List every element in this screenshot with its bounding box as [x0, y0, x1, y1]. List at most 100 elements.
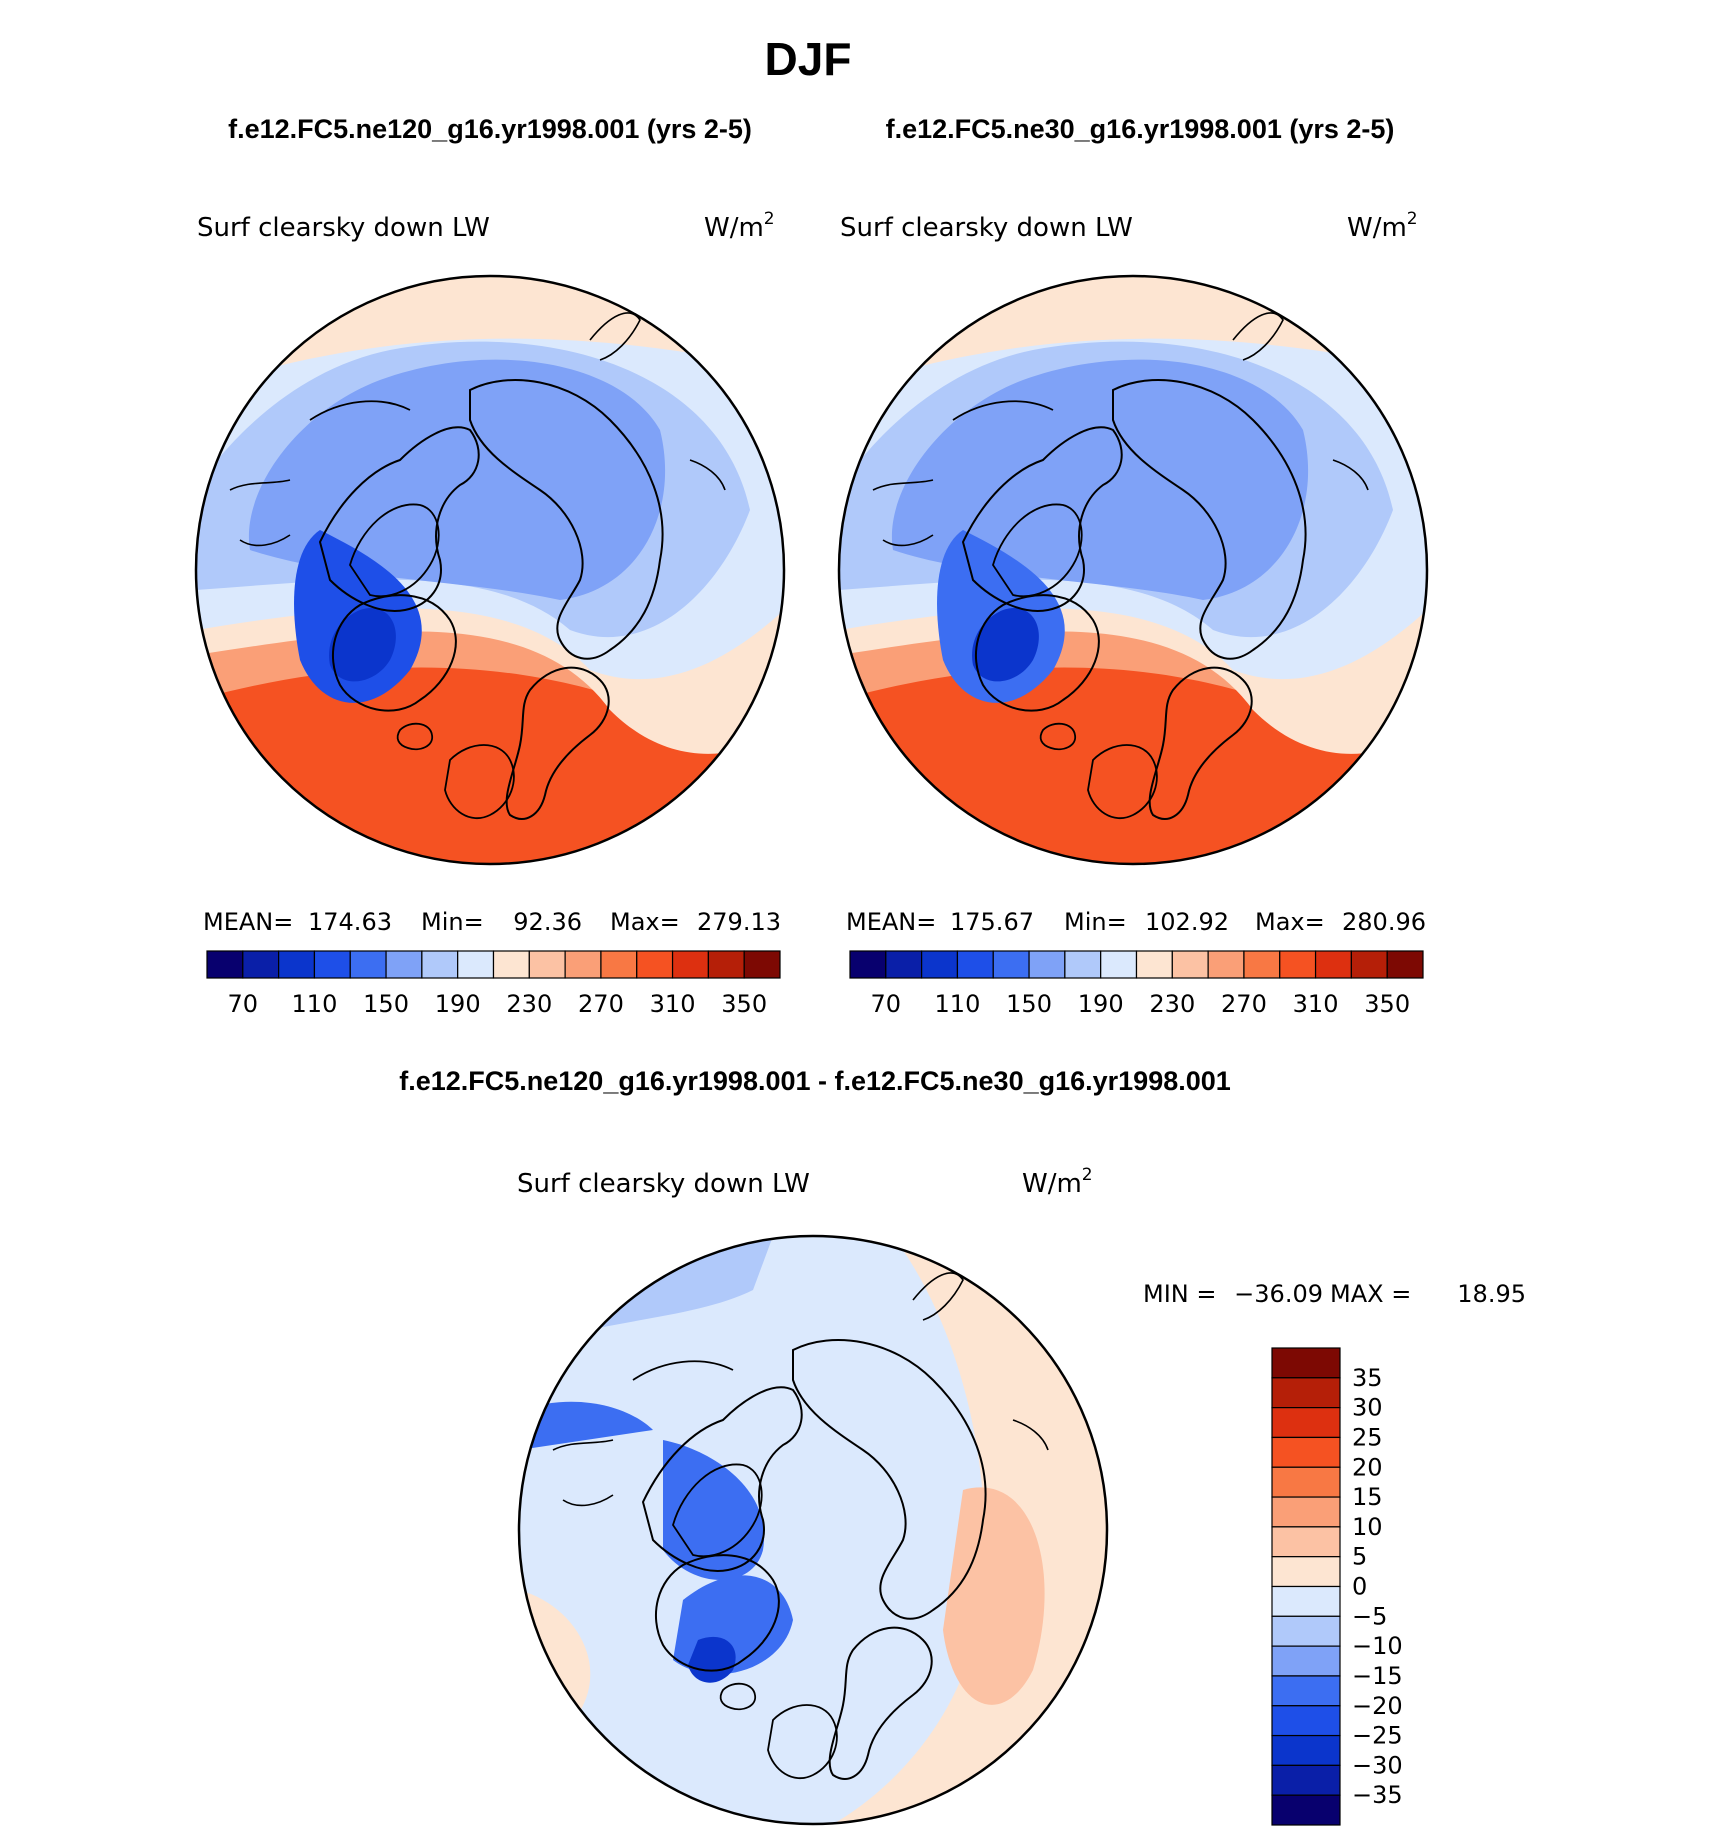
colorbar-tick-label: 110 [935, 990, 981, 1018]
colorbar-cell [1271, 1496, 1341, 1528]
colorbar-cell [921, 950, 959, 979]
colorbar-cell [1243, 950, 1281, 979]
colorbar-tick-label: 30 [1352, 1394, 1383, 1422]
colorbar-cell [1271, 1675, 1341, 1707]
colorbar-cell [1271, 1436, 1341, 1468]
colorbar-tick-label: 350 [721, 990, 767, 1018]
colorbar-tick-label: −30 [1352, 1751, 1403, 1779]
colorbar-cell [278, 950, 316, 979]
colorbar-cell [1271, 1377, 1341, 1409]
colorbar-tick-label: 10 [1352, 1513, 1383, 1541]
panel-a-max-value: 279.13 [697, 908, 781, 936]
panel-a-mean-value: 174.63 [308, 908, 392, 936]
difference-header: f.e12.FC5.ne120_g16.yr1998.001 - f.e12.F… [399, 1066, 1231, 1096]
colorbar-cell [206, 950, 244, 979]
panel-a-mean-label: MEAN= [203, 908, 293, 936]
colorbar-tick-label: −10 [1352, 1632, 1403, 1660]
colorbar-tick-label: 25 [1352, 1423, 1383, 1451]
panel-model-b: Surf clearsky down LW W/m2 MEAN= 175.67 … [837, 209, 1429, 1018]
colorbar-cell [885, 950, 923, 979]
colorbar-model-a: 70 110 150 190 230 270 310 350 [206, 950, 781, 1018]
colorbar-cell [564, 950, 602, 979]
panel-b-max-label: Max= [1255, 908, 1325, 936]
left-panel-header: f.e12.FC5.ne120_g16.yr1998.001 (yrs 2-5) [228, 114, 752, 144]
colorbar-cell [349, 950, 387, 979]
colorbar-cell [1271, 1407, 1341, 1439]
colorbar-cell [1207, 950, 1245, 979]
colorbar-cell [1386, 950, 1424, 979]
colorbar-tick-label: 150 [1006, 990, 1052, 1018]
field-zone [943, 1487, 1045, 1705]
panel-a-min-label: Min= [421, 908, 484, 936]
colorbar-cell [1271, 1466, 1341, 1498]
panel-b-min-value: 102.92 [1145, 908, 1229, 936]
colorbar-model-b: 70 110 150 190 230 270 310 350 [849, 950, 1424, 1018]
panel-a-units: W/m2 [704, 209, 775, 243]
colorbar-tick-label: 0 [1352, 1573, 1367, 1601]
panel-difference: Surf clearsky down LW W/m2 MIN = −36.09 … [517, 1165, 1526, 1826]
panel-c-max-label: MAX = [1330, 1280, 1411, 1308]
panel-a-stats: MEAN= 174.63 Min= 92.36 Max= 279.13 [203, 908, 781, 936]
colorbar-tick-label: 270 [578, 990, 624, 1018]
colorbar-cell [743, 950, 781, 979]
panel-a-variable: Surf clearsky down LW [197, 213, 490, 243]
colorbar-cell [636, 950, 674, 979]
colorbar-cell [528, 950, 566, 979]
panel-b-units: W/m2 [1347, 209, 1418, 243]
colorbar-tick-label: 310 [1293, 990, 1339, 1018]
colorbar-cell [707, 950, 745, 979]
panel-b-max-value: 280.96 [1342, 908, 1426, 936]
colorbar-cell [1271, 1794, 1341, 1826]
panel-b-stats: MEAN= 175.67 Min= 102.92 Max= 280.96 [846, 908, 1426, 936]
panel-model-a: Surf clearsky down LW W/m2 MEAN= 174.63 … [194, 209, 786, 1018]
colorbar-cell [849, 950, 887, 979]
colorbar-tick-label: 35 [1352, 1364, 1383, 1392]
colorbar-tick-label: 190 [435, 990, 481, 1018]
colorbar-cell [1171, 950, 1209, 979]
colorbar-cell [1314, 950, 1352, 979]
colorbar-cell [1271, 1526, 1341, 1558]
panel-b-min-label: Min= [1064, 908, 1127, 936]
colorbar-tick-label: −5 [1352, 1602, 1387, 1630]
colorbar-cell [492, 950, 530, 979]
map-model-b [839, 276, 1427, 864]
colorbar-tick-label: 190 [1078, 990, 1124, 1018]
panel-c-units: W/m2 [1022, 1165, 1093, 1199]
colorbar-cell [421, 950, 459, 979]
field-zone [688, 1636, 736, 1683]
colorbar-tick-label: 70 [871, 990, 902, 1018]
colorbar-cell [1271, 1764, 1341, 1796]
colorbar-cell [1100, 950, 1138, 979]
map-difference [519, 1236, 1107, 1824]
colorbar-cell [1271, 1615, 1341, 1647]
panel-c-min-label: MIN = [1143, 1280, 1216, 1308]
colorbar-cell [1279, 950, 1317, 979]
field-zone [329, 608, 396, 682]
colorbar-cell [242, 950, 280, 979]
colorbar-tick-label: 230 [506, 990, 552, 1018]
colorbar-tick-label: 350 [1364, 990, 1410, 1018]
colorbar-cell [1271, 1734, 1341, 1766]
colorbar-tick-label: 310 [650, 990, 696, 1018]
colorbar-cell [1350, 950, 1388, 979]
colorbar-cell [1028, 950, 1066, 979]
panel-b-mean-label: MEAN= [846, 908, 936, 936]
colorbar-cell [1271, 1585, 1341, 1617]
colorbar-tick-label: 20 [1352, 1453, 1383, 1481]
colorbar-tick-label: 110 [292, 990, 338, 1018]
field-zone [519, 1401, 653, 1450]
panel-b-mean-value: 175.67 [950, 908, 1034, 936]
colorbar-cell [600, 950, 638, 979]
colorbar-tick-label: 70 [228, 990, 259, 1018]
colorbar-tick-label: −35 [1352, 1781, 1403, 1809]
right-panel-header: f.e12.FC5.ne30_g16.yr1998.001 (yrs 2-5) [886, 114, 1395, 144]
colorbar-cell [956, 950, 994, 979]
colorbar-tick-label: −20 [1352, 1692, 1403, 1720]
colorbar-cell [385, 950, 423, 979]
panel-c-variable: Surf clearsky down LW [517, 1169, 810, 1199]
colorbar-cell [1271, 1347, 1341, 1379]
field-zone [972, 608, 1039, 682]
panel-c-max-value: 18.95 [1457, 1280, 1526, 1308]
